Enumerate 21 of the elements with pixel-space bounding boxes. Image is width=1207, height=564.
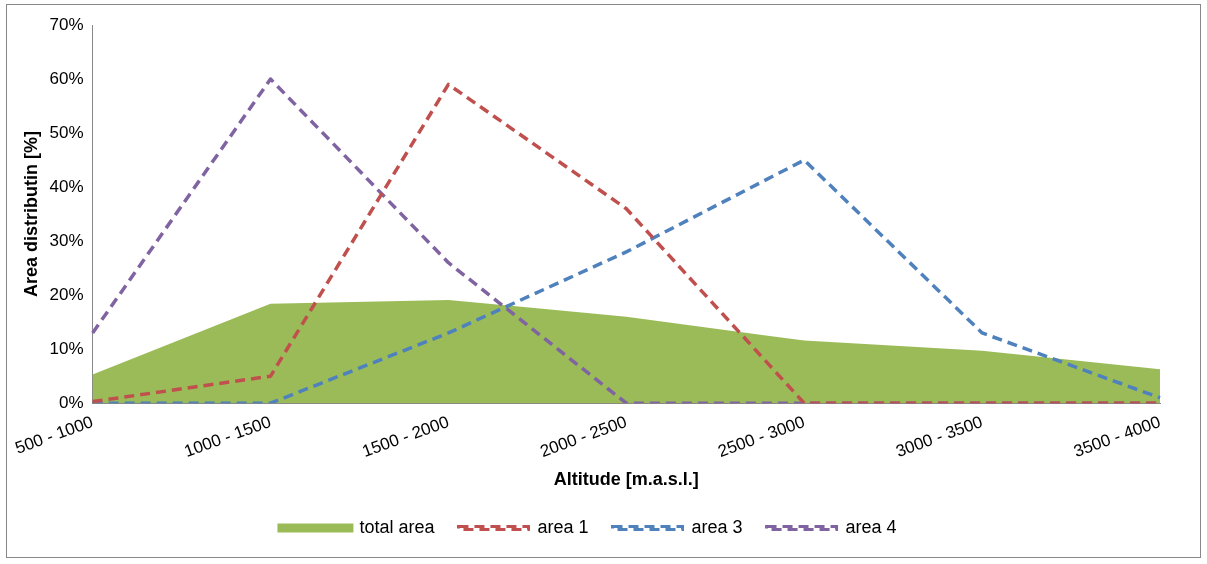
legend-label: area 1 <box>537 516 589 537</box>
x-tick-label: 3000 - 3500 <box>893 412 986 461</box>
x-tick-label: 2000 - 2500 <box>537 412 630 461</box>
x-axis-title: Altitude [m.a.s.l.] <box>553 469 699 490</box>
x-tick-label: 2500 - 3000 <box>715 412 808 461</box>
x-tick-label: 1500 - 2000 <box>359 412 452 461</box>
y-tick-label: 30% <box>49 230 84 250</box>
y-tick-label: 50% <box>49 122 84 142</box>
legend-label: total area <box>359 516 436 537</box>
y-tick-label: 70% <box>49 14 84 34</box>
y-tick-label: 0% <box>59 392 84 412</box>
y-tick-label: 20% <box>49 284 84 304</box>
y-tick-label: 40% <box>49 176 84 196</box>
x-tick-label: 1000 - 1500 <box>181 412 274 461</box>
y-axis-title: Area distributin [%] <box>20 131 41 298</box>
x-tick-label: 3500 - 4000 <box>1071 412 1163 461</box>
legend-label: area 3 <box>691 516 743 537</box>
legend-label: area 4 <box>845 516 897 537</box>
x-tick-label: 500 - 1000 <box>12 412 96 458</box>
y-tick-label: 60% <box>49 68 84 88</box>
y-tick-label: 10% <box>49 338 84 358</box>
